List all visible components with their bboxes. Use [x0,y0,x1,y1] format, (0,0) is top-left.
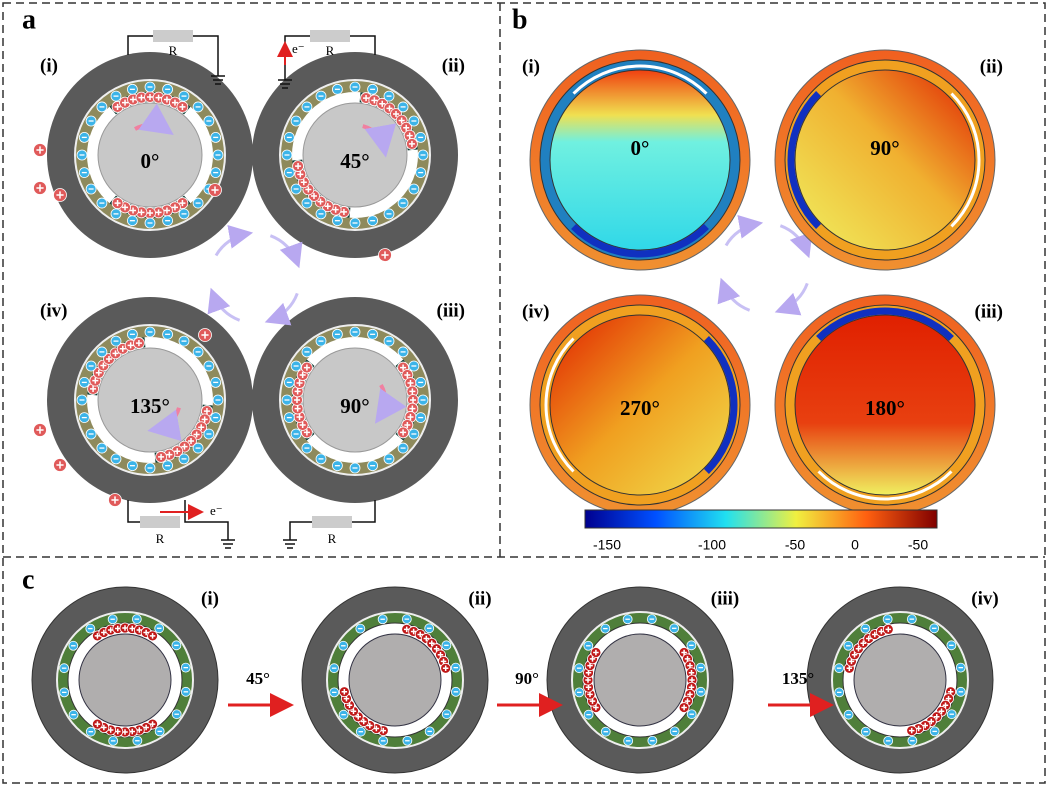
angle-label: 90° [340,394,369,418]
colorbar-tick-label: -50 [908,537,928,553]
resistor [310,30,350,42]
cell-tag: (iv) [522,301,549,322]
cycle-arrow [723,283,750,310]
cell-tag: (ii) [980,56,1003,77]
angle-label: 0° [631,136,650,160]
colorbar-tick-label: 0 [851,537,859,553]
step-label: 45° [246,669,270,688]
panel-label: c [22,564,34,595]
electron-label: e⁻ [292,41,305,56]
rotor [349,634,441,726]
cycle-arrow [780,283,807,310]
angle-label: 90° [870,136,899,160]
cell-tag: (ii) [442,55,465,76]
angle-label: 0° [141,149,160,173]
ground [283,540,297,548]
angle-label: 135° [130,394,170,418]
resistor-label: R [328,531,337,546]
cycle-arrow [270,236,297,263]
cell-tag: (iv) [40,300,67,321]
cycle-arrow [216,234,247,256]
panel-label: b [512,4,528,35]
cell-tag: (iii) [975,301,1004,322]
cell-tag: (iii) [711,588,740,609]
angle-label: 45° [340,149,369,173]
rotor [79,634,171,726]
rotor [854,634,946,726]
colorbar-tick-label: -100 [698,537,726,553]
cell-tag: (i) [201,588,219,609]
cell-tag: (ii) [468,588,491,609]
cycle-arrow [270,293,297,320]
angle-label: 180° [865,396,905,420]
colorbar-tick-label: -150 [593,537,621,553]
ground [221,540,235,548]
step-label: 135° [782,669,814,688]
resistor [140,516,180,528]
cell-tag: (iv) [971,588,998,609]
figure: a b c 0° (i) 45° (ii) 135° (iv) 90° (iii) R Re⁻ Re… [0,0,1048,787]
resistor [153,30,193,42]
cycle-arrow [726,224,757,246]
panel-label: a [22,4,36,35]
wire [128,500,140,522]
cell-tag: (i) [40,55,58,76]
angle-label: 270° [620,396,660,420]
rotor [594,634,686,726]
potential-map [550,70,730,250]
cycle-arrow [213,293,240,320]
resistor-label: R [326,43,335,58]
electron-label: e⁻ [210,503,223,518]
cell-tag: (iii) [437,300,466,321]
cell-tag: (i) [522,56,540,77]
colorbar-tick-label: -50 [785,537,805,553]
step-label: 90° [515,669,539,688]
resistor [312,516,352,528]
potential-map [795,70,975,250]
resistor-label: R [169,43,178,58]
colorbar [585,510,937,528]
resistor-label: R [156,531,165,546]
